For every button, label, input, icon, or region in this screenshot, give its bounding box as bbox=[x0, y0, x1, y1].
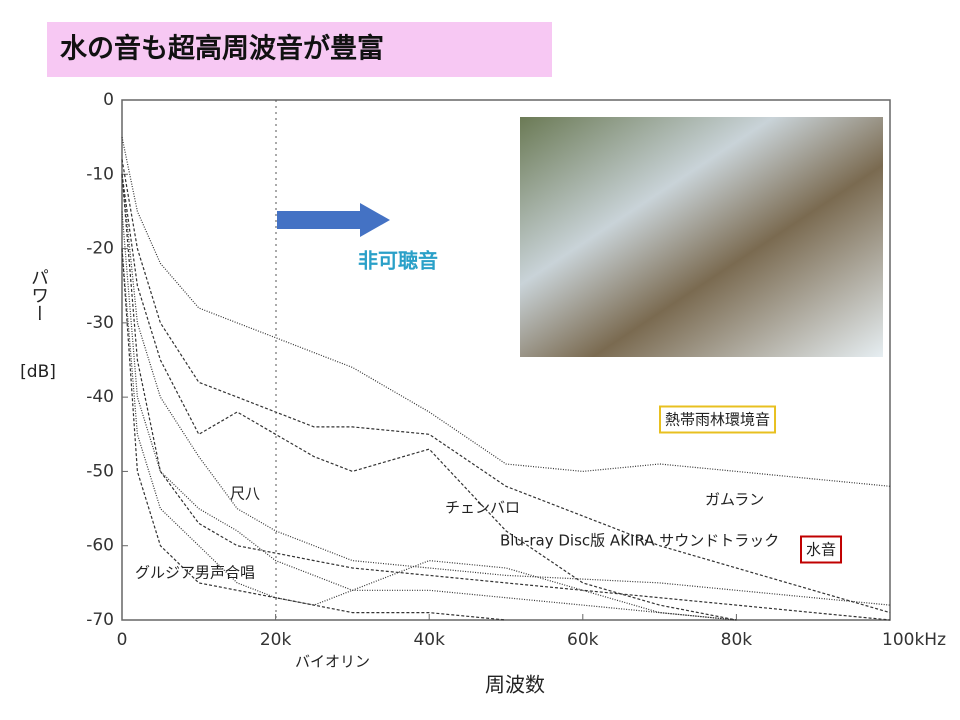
x-tick-label: 60k bbox=[567, 630, 599, 650]
x-tick-label: 20k bbox=[260, 630, 292, 650]
annotation: 非可聴音 bbox=[358, 249, 438, 273]
y-tick-label: -20 bbox=[86, 239, 114, 259]
x-tick-label: 80k bbox=[721, 630, 753, 650]
series-line bbox=[121, 159, 891, 614]
y-tick-label: -40 bbox=[86, 387, 114, 407]
y-tick-label: 0 bbox=[103, 90, 114, 110]
y-tick-label: -50 bbox=[86, 461, 114, 481]
series-label: 水音 bbox=[806, 541, 836, 559]
series-label: グルジア男声合唱 bbox=[135, 564, 255, 582]
series-label: チェンバロ bbox=[445, 499, 520, 517]
y-tick-label: -10 bbox=[86, 164, 114, 184]
series-label: 尺八 bbox=[230, 485, 260, 503]
x-axis-label: 周波数 bbox=[485, 673, 545, 697]
series-label: Blu-ray Disc版 AKIRA サウンドトラック bbox=[500, 532, 779, 550]
series-label: ガムラン bbox=[705, 491, 764, 509]
y-axis-unit: [dB] bbox=[20, 362, 56, 382]
label-box bbox=[800, 535, 843, 564]
arrow bbox=[277, 203, 390, 237]
y-tick-label: -30 bbox=[86, 313, 114, 333]
label-box bbox=[659, 405, 777, 434]
series-line bbox=[121, 174, 891, 621]
photo bbox=[520, 117, 883, 357]
series-line bbox=[121, 248, 507, 621]
chart-title: 水の音も超高周波音が豊富 bbox=[60, 33, 384, 65]
plot-frame bbox=[121, 99, 891, 621]
y-axis-label: パワー bbox=[28, 268, 49, 322]
y-tick-label: -70 bbox=[86, 610, 114, 630]
series-label: バイオリン bbox=[295, 653, 370, 671]
series-line bbox=[121, 174, 737, 621]
x-tick-label: 40k bbox=[413, 630, 445, 650]
x-tick-label: 0 bbox=[117, 630, 128, 650]
title-band bbox=[47, 22, 552, 77]
series-label: 熱帯雨林環境音 bbox=[665, 411, 770, 429]
series-line bbox=[121, 174, 891, 606]
x-tick-label: 100kHz bbox=[882, 630, 946, 650]
y-tick-label: -60 bbox=[86, 536, 114, 556]
